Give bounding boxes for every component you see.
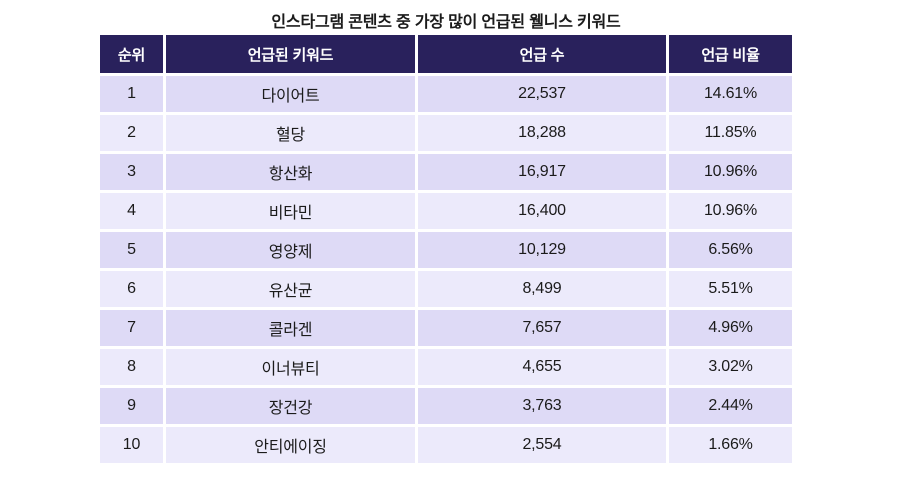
table-row: 10 안티에이징 2,554 1.66%	[100, 424, 792, 463]
count-cell: 8,499	[415, 268, 666, 307]
ratio-cell: 10.96%	[666, 190, 792, 229]
table-row: 9 장건강 3,763 2.44%	[100, 385, 792, 424]
column-header-rank: 순위	[100, 35, 163, 73]
keyword-cell: 혈당	[163, 112, 415, 151]
rank-cell: 7	[100, 307, 163, 346]
column-header-ratio: 언급 비율	[666, 35, 792, 73]
keyword-cell: 장건강	[163, 385, 415, 424]
table-row: 1 다이어트 22,537 14.61%	[100, 73, 792, 112]
table-row: 7 콜라겐 7,657 4.96%	[100, 307, 792, 346]
count-cell: 10,129	[415, 229, 666, 268]
keyword-cell: 유산균	[163, 268, 415, 307]
count-cell: 22,537	[415, 73, 666, 112]
table-body: 1 다이어트 22,537 14.61% 2 혈당 18,288 11.85% 3 항산화 16,9…	[100, 73, 792, 463]
rank-cell: 1	[100, 73, 163, 112]
ratio-cell: 11.85%	[666, 112, 792, 151]
keyword-cell: 이너뷰티	[163, 346, 415, 385]
count-cell: 16,917	[415, 151, 666, 190]
ratio-cell: 10.96%	[666, 151, 792, 190]
ratio-cell: 4.96%	[666, 307, 792, 346]
count-cell: 16,400	[415, 190, 666, 229]
keyword-cell: 항산화	[163, 151, 415, 190]
count-cell: 3,763	[415, 385, 666, 424]
rank-cell: 3	[100, 151, 163, 190]
ratio-cell: 14.61%	[666, 73, 792, 112]
table-row: 6 유산균 8,499 5.51%	[100, 268, 792, 307]
ratio-cell: 6.56%	[666, 229, 792, 268]
table-row: 4 비타민 16,400 10.96%	[100, 190, 792, 229]
rank-cell: 2	[100, 112, 163, 151]
ratio-cell: 1.66%	[666, 424, 792, 463]
table-header-row: 순위 언급된 키워드 언급 수 언급 비율	[100, 35, 792, 73]
rank-cell: 9	[100, 385, 163, 424]
keyword-cell: 다이어트	[163, 73, 415, 112]
rank-cell: 10	[100, 424, 163, 463]
count-cell: 2,554	[415, 424, 666, 463]
column-header-keyword: 언급된 키워드	[163, 35, 415, 73]
ratio-cell: 2.44%	[666, 385, 792, 424]
rank-cell: 5	[100, 229, 163, 268]
table-row: 2 혈당 18,288 11.85%	[100, 112, 792, 151]
table-row: 5 영양제 10,129 6.56%	[100, 229, 792, 268]
ratio-cell: 3.02%	[666, 346, 792, 385]
keyword-cell: 비타민	[163, 190, 415, 229]
rank-cell: 8	[100, 346, 163, 385]
count-cell: 4,655	[415, 346, 666, 385]
rank-cell: 4	[100, 190, 163, 229]
keyword-cell: 안티에이징	[163, 424, 415, 463]
keywords-table: 순위 언급된 키워드 언급 수 언급 비율 1 다이어트 22,537 14.61% 2…	[100, 35, 792, 463]
wellness-keyword-report: 인스타그램 콘텐츠 중 가장 많이 언급된 웰니스 키워드 순위 언급된 키워드…	[100, 0, 792, 463]
count-cell: 7,657	[415, 307, 666, 346]
rank-cell: 6	[100, 268, 163, 307]
table-row: 8 이너뷰티 4,655 3.02%	[100, 346, 792, 385]
ratio-cell: 5.51%	[666, 268, 792, 307]
page-title: 인스타그램 콘텐츠 중 가장 많이 언급된 웰니스 키워드	[271, 14, 621, 31]
column-header-count: 언급 수	[415, 35, 666, 73]
keyword-cell: 콜라겐	[163, 307, 415, 346]
keyword-cell: 영양제	[163, 229, 415, 268]
count-cell: 18,288	[415, 112, 666, 151]
table-row: 3 항산화 16,917 10.96%	[100, 151, 792, 190]
